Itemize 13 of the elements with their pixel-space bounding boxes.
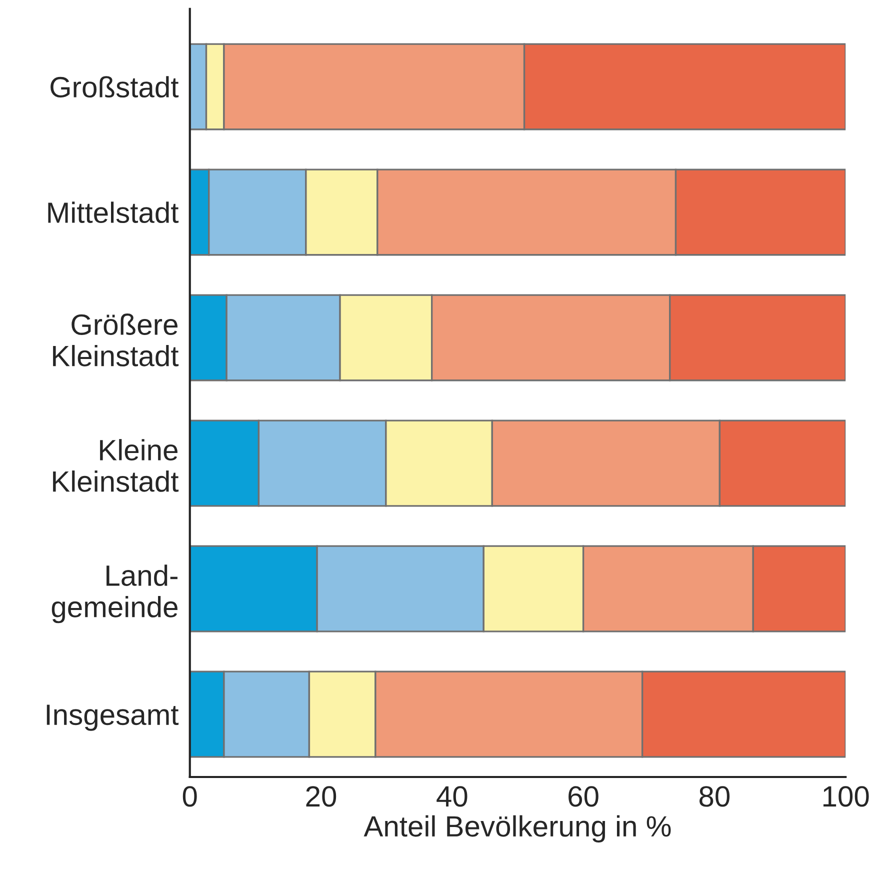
x-axis-title: Anteil Bevölkerung in % [364, 815, 671, 842]
y-tick-label: Insgesamt [46, 704, 179, 731]
y-tick-label: Kleine Kleinstadt [53, 439, 179, 492]
x-tick-label: 20 [306, 786, 336, 807]
y-tick-label: Großstadt [50, 76, 179, 98]
x-tick-label: 40 [436, 786, 468, 807]
x-tick-label: 0 [182, 786, 197, 807]
y-tick-label: Größere Kleinstadt [53, 314, 179, 366]
y-tick-label: Mittelstadt [48, 202, 179, 224]
y-tick-label: Land- gemeinde [52, 564, 178, 624]
x-tick-label: 80 [700, 786, 730, 807]
x-tick-label: 100 [823, 786, 869, 807]
x-tick-label: 60 [568, 786, 598, 807]
